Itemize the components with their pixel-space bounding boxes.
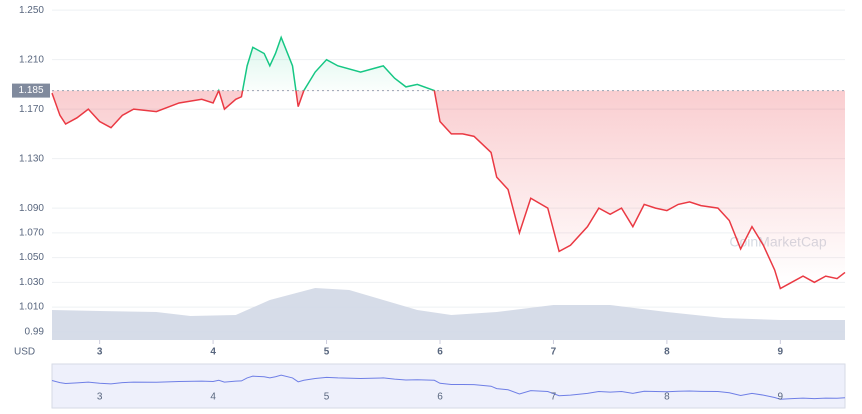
x-tick-label: 5 xyxy=(324,347,330,358)
navigator-tick-label: 4 xyxy=(210,392,216,403)
y-tick-label: 0.99 xyxy=(25,326,45,337)
navigator-tick-label: 8 xyxy=(664,392,670,403)
x-tick-label: 7 xyxy=(551,347,557,358)
y-tick-label: 1.010 xyxy=(19,302,44,313)
y-tick-label: 1.170 xyxy=(19,104,44,115)
y-tick-label: 1.030 xyxy=(19,277,44,288)
x-tick-label: 4 xyxy=(210,347,216,358)
x-tick-label: 3 xyxy=(97,347,103,358)
navigator-tick-label: 7 xyxy=(551,392,557,403)
price-line xyxy=(51,35,846,290)
x-tick-label: 8 xyxy=(664,347,670,358)
navigator-line xyxy=(51,374,846,400)
volume-area xyxy=(52,288,845,340)
y-tick-label: 1.090 xyxy=(19,203,44,214)
y-tick-label: 1.130 xyxy=(19,153,44,164)
navigator-tick-label: 9 xyxy=(778,392,784,403)
y-tick-label: 1.070 xyxy=(19,227,44,238)
x-tick-label: 6 xyxy=(437,347,443,358)
x-tick-label: 9 xyxy=(778,347,784,358)
reference-badge xyxy=(12,83,50,98)
y-tick-label: 1.210 xyxy=(19,54,44,65)
reference-value: 1.185 xyxy=(18,85,43,96)
navigator-tick-label: 5 xyxy=(324,392,330,403)
currency-label: USD xyxy=(14,347,35,358)
price-area xyxy=(52,37,845,289)
navigator-bg xyxy=(51,363,846,409)
y-tick-label: 1.050 xyxy=(19,252,44,263)
y-tick-label: 1.250 xyxy=(19,5,44,16)
navigator-tick-label: 3 xyxy=(97,392,103,403)
navigator-tick-label: 6 xyxy=(437,392,443,403)
